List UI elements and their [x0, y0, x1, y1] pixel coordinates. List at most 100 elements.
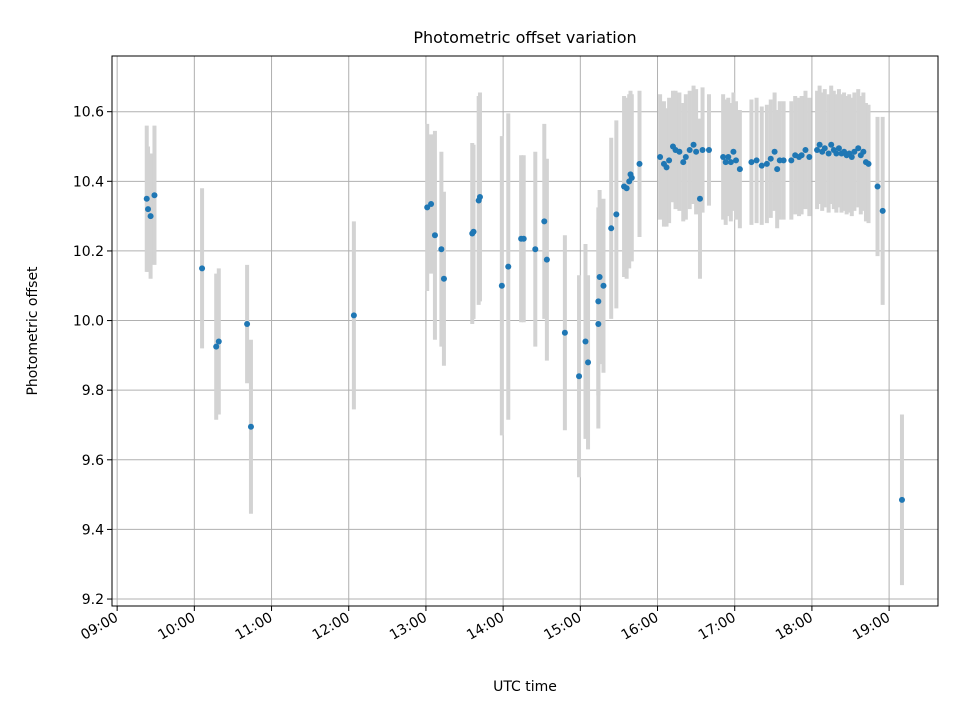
x-tick-label: 09:00 — [78, 610, 121, 644]
data-point — [898, 496, 905, 503]
data-point — [213, 343, 220, 350]
data-point — [767, 155, 774, 162]
data-point — [636, 160, 643, 167]
data-point — [780, 157, 787, 164]
data-point — [623, 185, 630, 192]
data-point — [151, 192, 158, 199]
data-point — [676, 148, 683, 155]
data-point — [440, 275, 447, 282]
data-point — [657, 153, 664, 160]
data-point — [851, 148, 858, 155]
data-point — [145, 206, 152, 213]
data-point — [543, 256, 550, 263]
data-point — [686, 146, 693, 153]
data-point — [690, 141, 697, 148]
data-point — [788, 157, 795, 164]
data-point — [835, 145, 842, 152]
plot-frame — [111, 55, 939, 607]
x-tick-label: 17:00 — [696, 610, 739, 644]
data-point — [727, 159, 734, 166]
data-point — [833, 150, 840, 157]
data-point — [600, 282, 607, 289]
data-point — [199, 265, 206, 272]
chart-title: Photometric offset variation — [413, 28, 636, 47]
y-tick-label: 10.2 — [73, 244, 104, 260]
data-point — [541, 218, 548, 225]
data-point — [879, 207, 886, 214]
data-point — [753, 157, 760, 164]
data-point — [595, 298, 602, 305]
data-point — [663, 164, 670, 171]
x-tick-label: 18:00 — [773, 610, 816, 644]
data-point — [595, 321, 602, 328]
x-tick-label: 14:00 — [464, 610, 507, 644]
y-tick-label: 9.4 — [82, 522, 104, 538]
x-axis-label: UTC time — [493, 679, 557, 695]
data-point — [828, 141, 835, 148]
data-point — [733, 157, 740, 164]
data-point — [814, 146, 821, 153]
data-point — [802, 146, 809, 153]
x-tick-label: 19:00 — [850, 610, 893, 644]
data-point — [431, 232, 438, 239]
data-point — [585, 359, 592, 366]
y-tick-label: 9.2 — [82, 592, 104, 608]
data-points — [143, 141, 905, 503]
x-axis-ticks: 09:00 10:00 11:00 12:00 13:00 14:00 15:00 16:00… — [78, 606, 893, 644]
data-point — [244, 321, 251, 328]
data-point — [532, 246, 539, 253]
y-tick-label: 9.6 — [82, 453, 104, 469]
data-point — [825, 150, 832, 157]
data-point — [730, 148, 737, 155]
y-tick-label: 9.8 — [82, 383, 104, 399]
data-point — [498, 282, 505, 289]
data-point — [763, 160, 770, 167]
data-point — [505, 263, 512, 270]
data-point — [771, 148, 778, 155]
data-point — [576, 373, 583, 380]
data-point — [865, 160, 872, 167]
data-point — [680, 159, 687, 166]
data-point — [720, 153, 727, 160]
data-point — [608, 225, 615, 232]
x-tick-label: 15:00 — [541, 610, 584, 644]
data-point — [816, 141, 823, 148]
y-tick-label: 10.4 — [73, 174, 104, 190]
data-point — [350, 312, 357, 319]
data-point — [596, 274, 603, 281]
data-point — [874, 183, 881, 190]
data-point — [147, 213, 154, 220]
data-point — [247, 423, 254, 430]
data-point — [666, 157, 673, 164]
x-tick-label: 11:00 — [233, 610, 276, 644]
data-point — [821, 145, 828, 152]
data-point — [774, 166, 781, 173]
data-point — [705, 146, 712, 153]
x-tick-label: 16:00 — [619, 610, 662, 644]
data-point — [424, 204, 431, 211]
data-point — [806, 153, 813, 160]
data-point — [855, 145, 862, 152]
data-point — [860, 148, 867, 155]
data-point — [798, 152, 805, 159]
data-point — [848, 153, 855, 160]
y-tick-label: 10.6 — [73, 105, 104, 121]
y-tick-label: 10.0 — [73, 314, 104, 330]
data-point — [438, 246, 445, 253]
data-point — [215, 338, 222, 345]
data-point — [476, 193, 483, 200]
data-point — [520, 235, 527, 242]
data-point — [748, 159, 755, 166]
y-axis-ticks: 9.2 9.4 9.6 9.8 10.0 10.2 10.4 10.6 — [73, 105, 112, 608]
x-tick-label: 10:00 — [155, 610, 198, 644]
data-point — [736, 166, 743, 173]
y-axis-label: Photometric offset — [25, 266, 41, 396]
x-tick-label: 13:00 — [387, 610, 430, 644]
data-point — [470, 228, 477, 235]
plot-background — [112, 56, 938, 606]
data-point — [725, 153, 732, 160]
x-tick-label: 12:00 — [310, 610, 353, 644]
data-point — [696, 195, 703, 202]
data-point — [561, 329, 568, 336]
